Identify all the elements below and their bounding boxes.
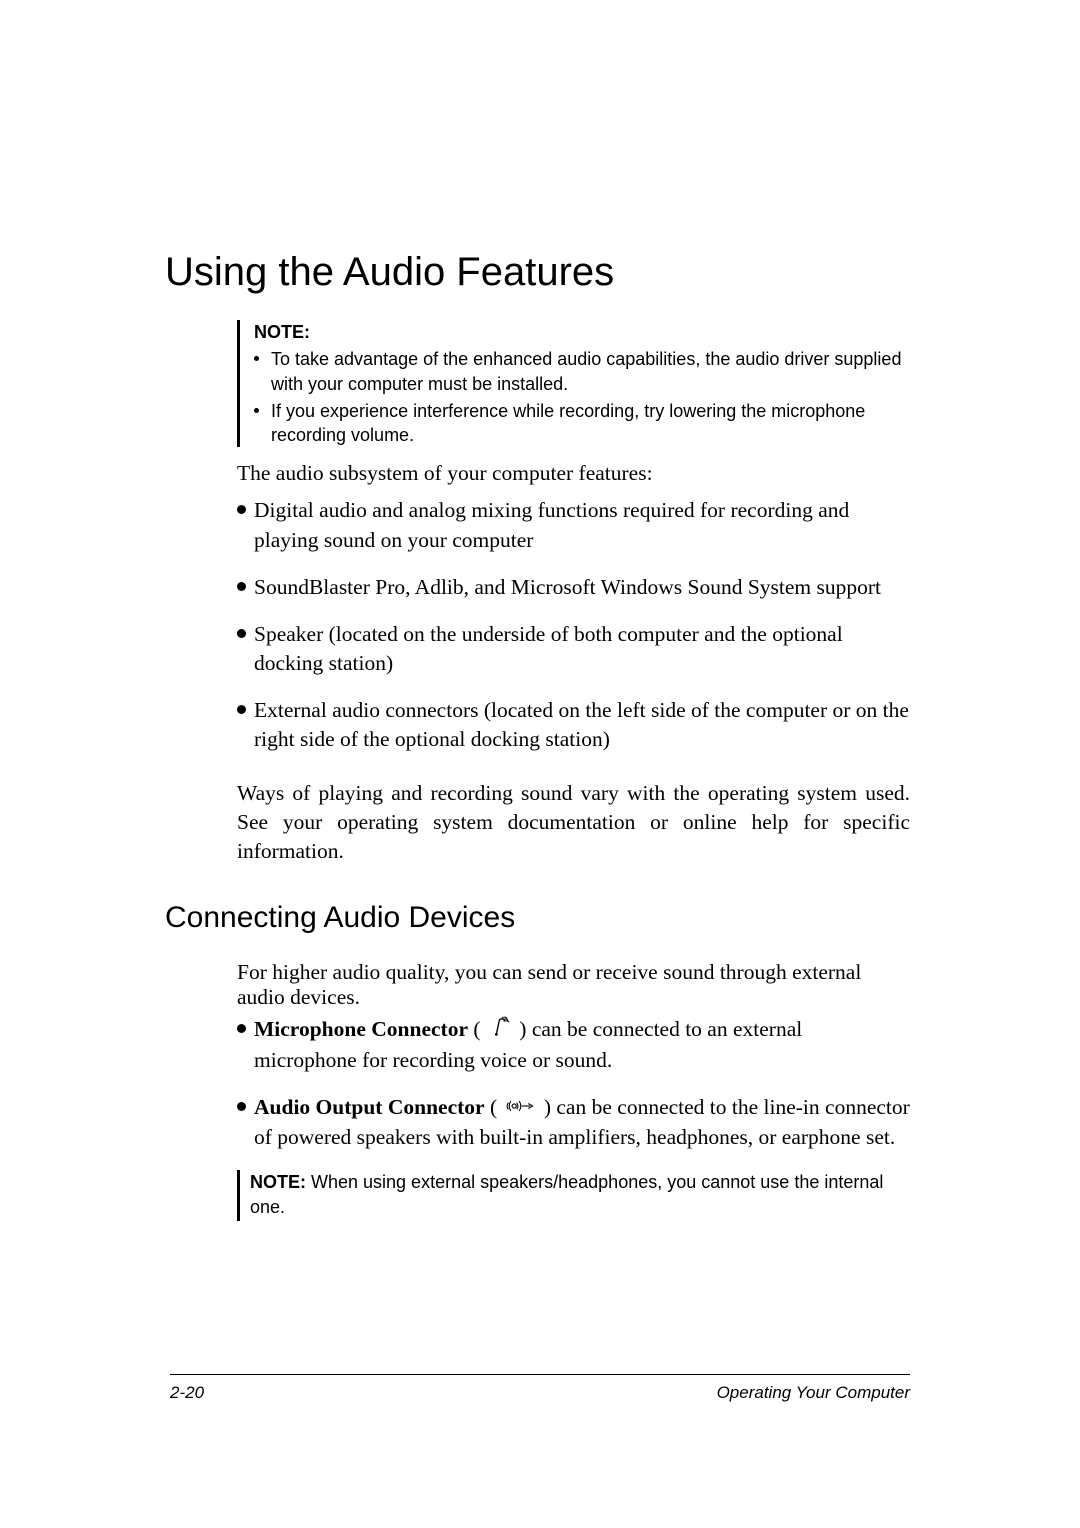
bullet-icon: [254, 408, 259, 413]
note-text: To take advantage of the enhanced audio …: [271, 347, 910, 396]
bullet-icon: [237, 705, 246, 714]
footer-divider: [170, 1374, 910, 1375]
note-label: NOTE:: [250, 1172, 306, 1192]
body-paragraph: Ways of playing and recording sound vary…: [237, 779, 910, 866]
list-item: SoundBlaster Pro, Adlib, and Microsoft W…: [237, 573, 910, 602]
note-item: To take advantage of the enhanced audio …: [254, 347, 910, 396]
footer-content: 2-20 Operating Your Computer: [170, 1383, 910, 1403]
list-item: Microphone Connector ( ) can be connecte…: [237, 1015, 910, 1075]
list-text: Speaker (located on the underside of bot…: [254, 620, 910, 678]
bullet-icon: [237, 505, 246, 514]
bullet-icon: [237, 1102, 246, 1111]
note-text: When using external speakers/headphones,…: [250, 1172, 883, 1217]
list-text: Microphone Connector ( ) can be connecte…: [254, 1015, 910, 1075]
bullet-icon: [237, 1024, 246, 1033]
list-item: External audio connectors (located on th…: [237, 696, 910, 754]
list-item: Digital audio and analog mixing function…: [237, 496, 910, 554]
connector-label: Microphone Connector: [254, 1017, 468, 1041]
list-text: Audio Output Connector ( ) can be connec…: [254, 1093, 910, 1153]
page-footer: 2-20 Operating Your Computer: [170, 1374, 910, 1403]
note-block: NOTE: To take advantage of the enhanced …: [237, 320, 910, 447]
list-item: Speaker (located on the underside of bot…: [237, 620, 910, 678]
microphone-icon: [489, 1016, 511, 1046]
bullet-icon: [254, 356, 259, 361]
note-item: If you experience interference while rec…: [254, 399, 910, 448]
list-text: Digital audio and analog mixing function…: [254, 496, 910, 554]
paren-open: (: [473, 1017, 486, 1041]
main-heading: Using the Audio Features: [165, 250, 910, 295]
list-text: SoundBlaster Pro, Adlib, and Microsoft W…: [254, 573, 910, 602]
note-label: NOTE:: [254, 322, 310, 342]
connector-list: Microphone Connector ( ) can be connecte…: [237, 1015, 910, 1153]
note-text: If you experience interference while rec…: [271, 399, 910, 448]
list-item: Audio Output Connector ( ) can be connec…: [237, 1093, 910, 1153]
page-number: 2-20: [170, 1383, 204, 1403]
bullet-icon: [237, 629, 246, 638]
audio-output-icon: [505, 1094, 535, 1123]
document-page: Using the Audio Features NOTE: To take a…: [0, 0, 1080, 1528]
sub-heading: Connecting Audio Devices: [165, 901, 910, 935]
list-text: External audio connectors (located on th…: [254, 696, 910, 754]
intro-paragraph: The audio subsystem of your computer fea…: [237, 461, 910, 486]
bullet-icon: [237, 582, 246, 591]
paren-open: (: [490, 1095, 503, 1119]
inline-note: NOTE: When using external speakers/headp…: [237, 1170, 910, 1220]
sub-intro: For higher audio quality, you can send o…: [237, 960, 910, 1010]
section-name: Operating Your Computer: [717, 1383, 910, 1403]
connector-label: Audio Output Connector: [254, 1095, 485, 1119]
feature-list: Digital audio and analog mixing function…: [237, 496, 910, 753]
